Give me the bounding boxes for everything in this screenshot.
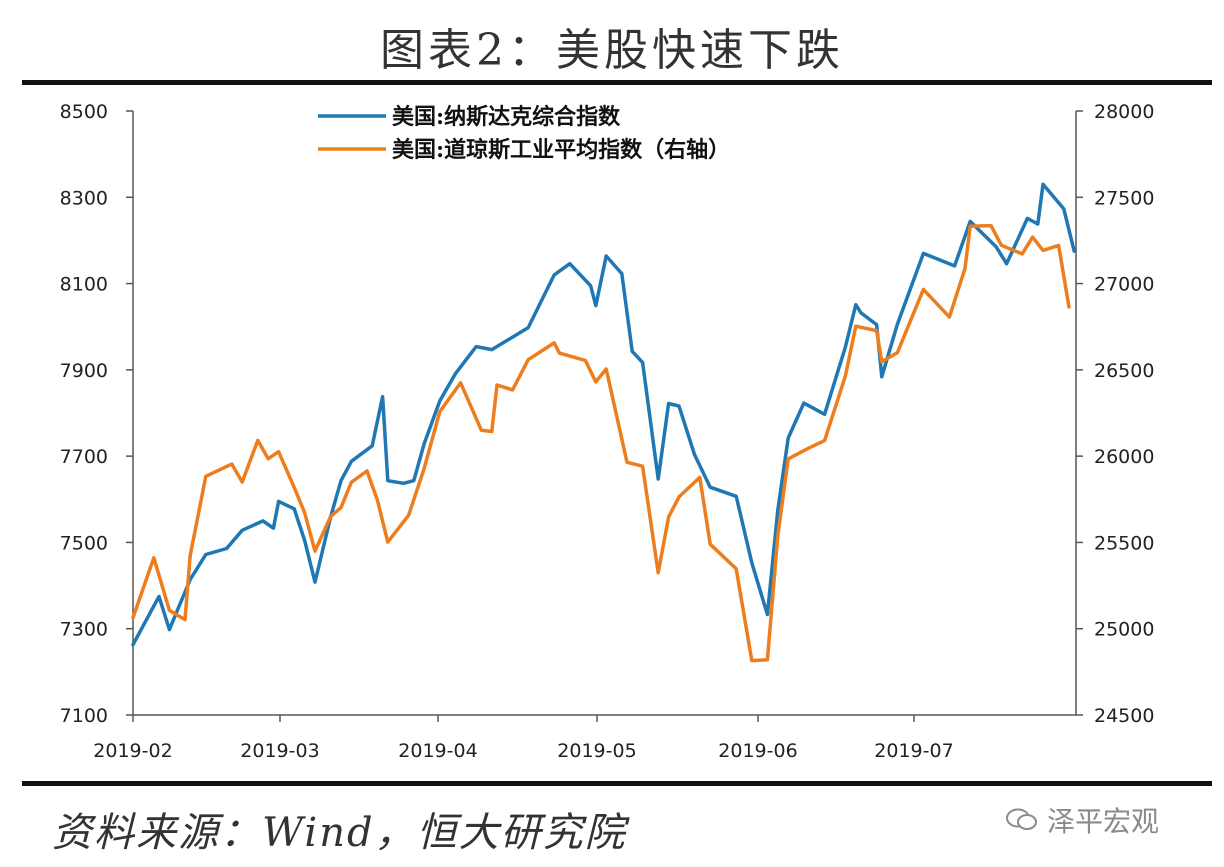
axes-group: 7100 7300 7500 7700 7900 8100 8300 8500 24500 250…: [60, 101, 1155, 762]
right-tick-label: 26000: [1094, 446, 1154, 468]
left-tick-label: 7700: [60, 446, 108, 468]
series-group: [131, 182, 1076, 663]
x-tick-label: 2019-04: [398, 740, 477, 762]
right-tick-label: 26500: [1094, 360, 1154, 382]
legend-label: 美国:道琼斯工业平均指数（右轴）: [392, 137, 730, 163]
right-tick-label: 24500: [1094, 705, 1154, 727]
wechat-icon: [1006, 808, 1037, 830]
left-tick-label: 7900: [60, 360, 108, 382]
right-tick-label: 25500: [1094, 532, 1154, 554]
dow-line: [131, 223, 1071, 663]
x-tick-label: 2019-05: [557, 740, 636, 762]
right-tick-label: 27500: [1094, 187, 1154, 209]
bottom-rule: [22, 781, 1212, 786]
x-tick-label: 2019-07: [874, 740, 953, 762]
brand-name: 泽平宏观: [1047, 805, 1160, 838]
left-tick-label: 8500: [60, 101, 108, 123]
left-tick-label: 7100: [60, 705, 108, 727]
x-tick-label: 2019-02: [93, 740, 172, 762]
brand-watermark: 泽平宏观: [1005, 800, 1159, 840]
right-tick-label: 25000: [1094, 619, 1154, 641]
left-tick-label: 8300: [60, 187, 108, 209]
left-tick-label: 8100: [60, 274, 108, 296]
right-tick-label: 27000: [1094, 274, 1154, 296]
right-tick-label: 28000: [1094, 101, 1154, 123]
x-tick-label: 2019-06: [718, 740, 797, 762]
chart-title: 图表2：美股快速下跌: [380, 25, 844, 76]
legend-label: 美国:纳斯达克综合指数: [392, 104, 621, 130]
nasdaq-line: [131, 182, 1076, 647]
source-note: 资料来源：Wind，恒大研究院: [52, 810, 627, 856]
x-tick-label: 2019-03: [240, 740, 319, 762]
left-tick-label: 7300: [60, 619, 108, 641]
left-tick-label: 7500: [60, 532, 108, 554]
top-rule: [22, 80, 1212, 85]
